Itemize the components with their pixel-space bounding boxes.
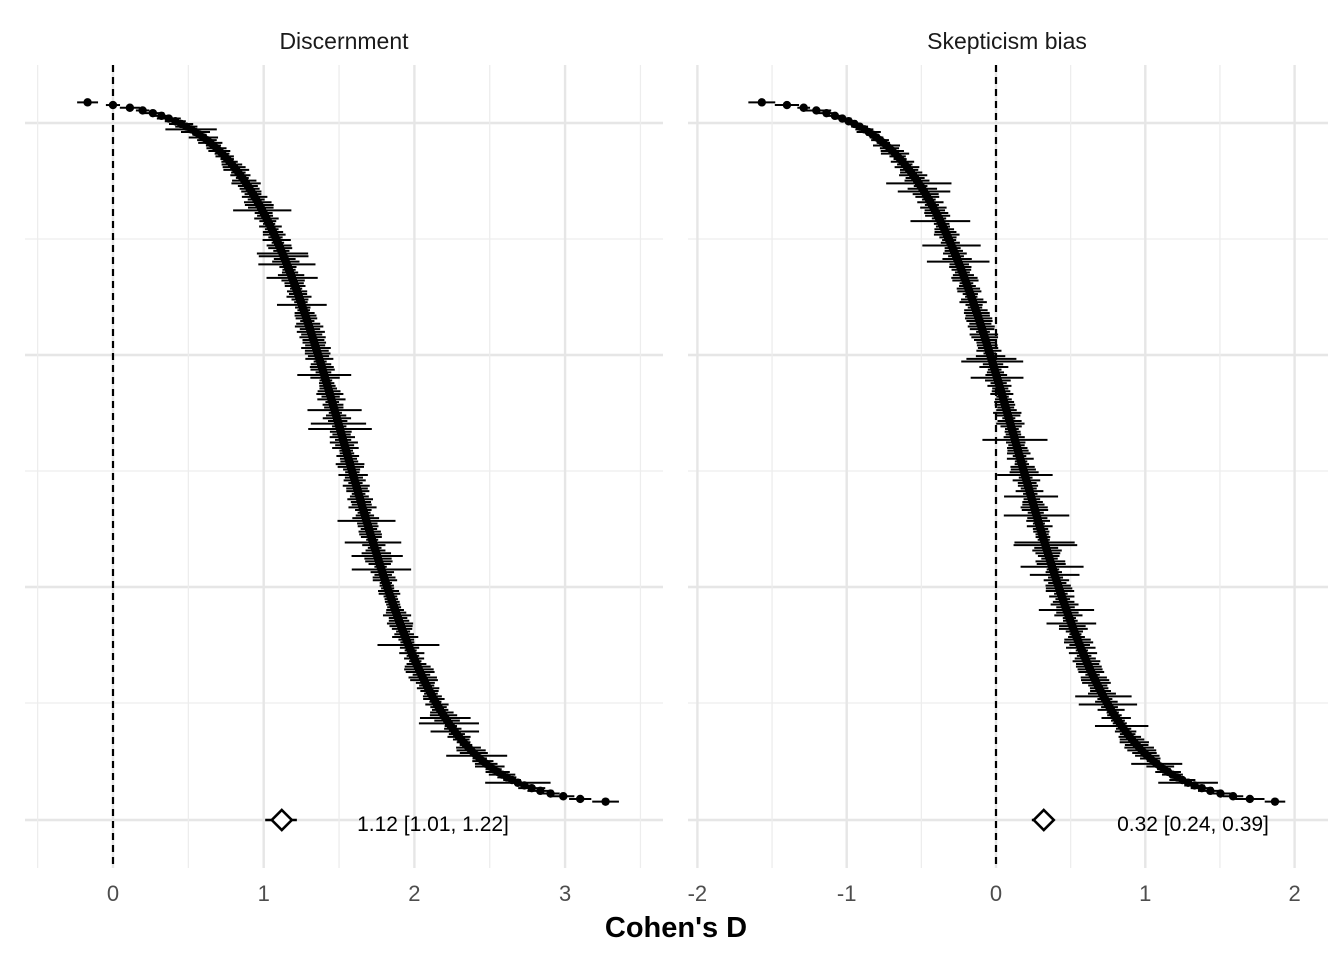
summary-skepticism-bias: 0.32 [0.24, 0.39]: [1031, 808, 1269, 836]
x-axis-title: Cohen's D: [605, 912, 747, 944]
estimate-point: [83, 98, 92, 107]
estimates-discernment: [77, 98, 619, 806]
summary-label-discernment: 1.12 [1.01, 1.22]: [357, 813, 509, 836]
estimate-point: [108, 100, 118, 110]
estimate-point: [757, 98, 767, 107]
x-ticks-discernment: 0 1 2 3: [107, 881, 571, 906]
x-tick-label: 2: [408, 881, 420, 906]
estimate-point: [559, 792, 568, 801]
x-tick-label: 1: [1139, 881, 1151, 906]
panel-title-discernment: Discernment: [279, 28, 409, 54]
gridlines-skepticism-bias: [688, 65, 1328, 868]
estimate-point: [125, 103, 135, 112]
x-tick-label: 2: [1288, 881, 1300, 906]
panel-skepticism-bias: Skepticism bias -2 -1 0 1 2 0.32 [0.24, 0.39…: [688, 28, 1328, 906]
x-tick-label: -2: [688, 881, 708, 906]
summary-diamond: [1031, 808, 1056, 832]
x-tick-label: 3: [559, 881, 571, 906]
estimates-skepticism-bias: [748, 98, 1286, 806]
estimate-point: [1228, 792, 1238, 801]
summary-diamond: [269, 808, 294, 832]
estimate-point: [1216, 789, 1225, 798]
x-tick-label: 1: [258, 881, 270, 906]
estimate-point: [601, 797, 610, 806]
summary-label-skepticism-bias: 0.32 [0.24, 0.39]: [1117, 813, 1269, 836]
panel-discernment: Discernment 0 1 2 3 1.12 [1.01, 1.22]: [25, 28, 663, 906]
x-ticks-skepticism-bias: -2 -1 0 1 2: [688, 881, 1301, 906]
estimate-point: [782, 100, 792, 110]
estimate-point: [1270, 797, 1280, 806]
estimate-point: [1245, 794, 1255, 804]
estimate-point: [576, 794, 585, 804]
x-tick-label: 0: [107, 881, 119, 906]
panel-title-skepticism-bias: Skepticism bias: [927, 28, 1087, 54]
summary-discernment: 1.12 [1.01, 1.22]: [265, 808, 509, 836]
x-tick-label: 0: [990, 881, 1002, 906]
x-tick-label: -1: [837, 881, 857, 906]
